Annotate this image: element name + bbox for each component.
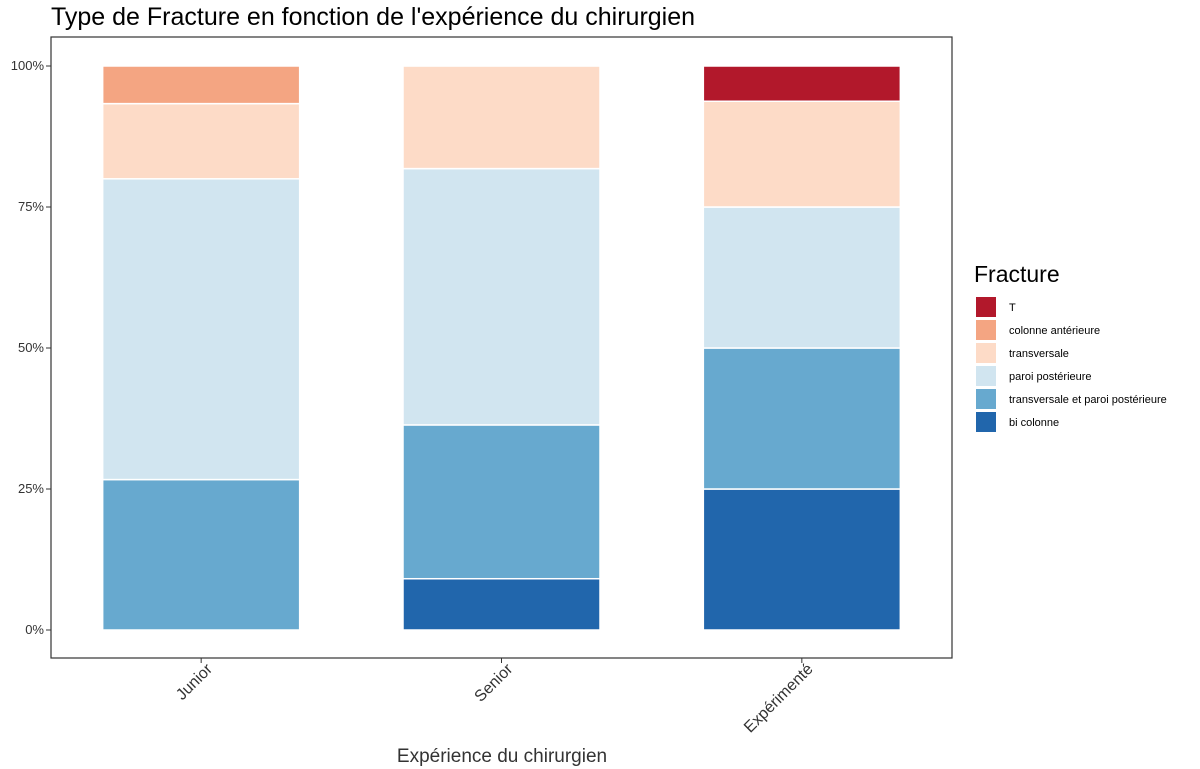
- legend-swatch-3: [976, 366, 996, 386]
- bar-segment-1-4: [402, 424, 601, 580]
- x-axis-title: Expérience du chirurgien: [397, 746, 607, 767]
- bar-segment-0-3: [101, 178, 301, 481]
- bar-segment-2-2: [702, 100, 902, 208]
- y-tick-label: 75%: [18, 199, 44, 214]
- x-axis: Junior Senior Expérimenté: [173, 658, 817, 736]
- legend-label: bi colonne: [1009, 417, 1059, 429]
- bar-segment-1-2: [402, 65, 601, 170]
- legend-label: paroi postérieure: [1009, 371, 1092, 383]
- legend-swatch-5: [976, 412, 996, 432]
- legend-label: T: [1009, 302, 1016, 314]
- bar-segment-2-4: [702, 347, 902, 490]
- bar-segment-1-5: [402, 577, 601, 631]
- y-tick-label: 50%: [18, 340, 44, 355]
- bar-segment-2-0: [702, 65, 902, 102]
- bar-segment-2-5: [702, 488, 902, 631]
- bar-segment-0-1: [101, 65, 301, 105]
- y-axis: 0% 25% 50% 75% 100%: [11, 58, 51, 637]
- x-tick-label: Senior: [472, 660, 517, 705]
- x-tick-label: Junior: [173, 660, 216, 703]
- bar-segment-1-3: [402, 167, 601, 426]
- bar-segment-0-2: [101, 102, 301, 180]
- legend-swatch-4: [976, 389, 996, 409]
- legend-title: Fracture: [974, 261, 1060, 287]
- y-tick-label: 100%: [11, 58, 45, 73]
- legend-swatch-2: [976, 343, 996, 363]
- bars: [101, 65, 902, 631]
- y-tick-label: 0%: [25, 622, 44, 637]
- bar-segment-2-3: [702, 206, 902, 349]
- legend-label: transversale et paroi postérieure: [1009, 394, 1167, 406]
- legend-label: transversale: [1009, 348, 1069, 360]
- x-tick-label: Expérimenté: [741, 661, 817, 737]
- legend-label: colonne antérieure: [1009, 325, 1100, 337]
- legend-swatch-1: [976, 320, 996, 340]
- bar-segment-0-4: [101, 478, 301, 631]
- chart-title: Type de Fracture en fonction de l'expéri…: [51, 3, 695, 31]
- legend-swatch-0: [976, 297, 996, 317]
- y-tick-label: 25%: [18, 481, 44, 496]
